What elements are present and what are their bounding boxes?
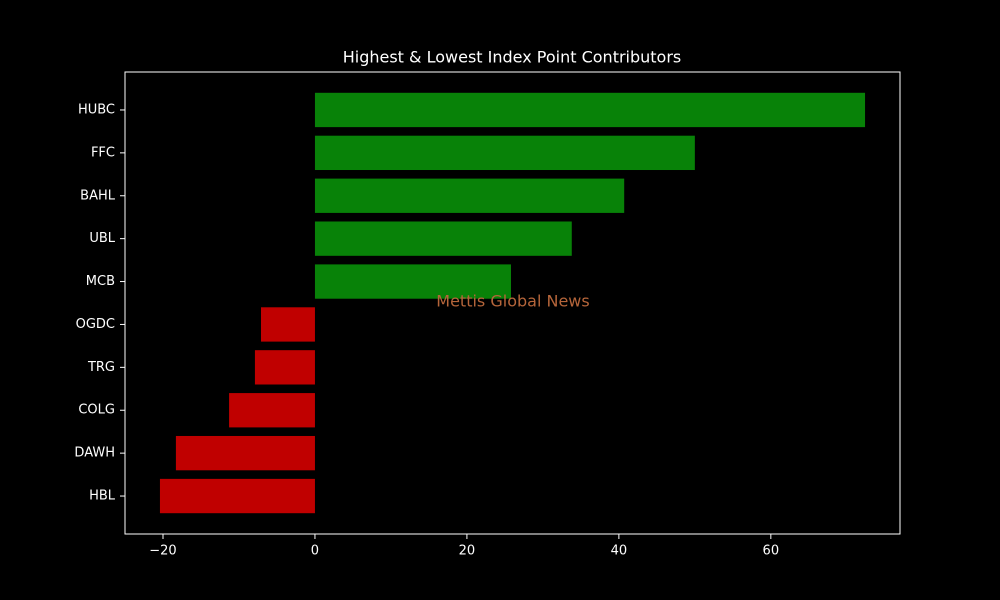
y-tick-label: TRG	[87, 360, 115, 375]
x-tick-label: 40	[611, 544, 628, 559]
y-tick-label: COLG	[78, 403, 115, 418]
bar	[314, 92, 866, 128]
plot-frame	[124, 71, 901, 535]
y-tick-label: UBL	[89, 231, 115, 246]
bar	[314, 178, 625, 213]
x-tick-label: 0	[311, 544, 319, 559]
watermark: Mettis Global News	[436, 292, 589, 311]
y-tick-label: HBL	[89, 489, 116, 504]
bar	[314, 264, 511, 299]
x-tick-label: 60	[763, 544, 780, 559]
y-tick-label: MCB	[86, 274, 115, 289]
y-tick-label: OGDC	[76, 317, 115, 332]
bar	[175, 435, 315, 471]
bar	[314, 221, 572, 256]
bar	[314, 135, 695, 171]
y-tick-label: FFC	[91, 145, 115, 160]
x-tick-label: −20	[149, 544, 176, 559]
bar	[254, 350, 315, 385]
y-tick-label: HUBC	[78, 102, 115, 117]
chart-title: Highest & Lowest Index Point Contributor…	[343, 48, 682, 67]
bar	[229, 393, 315, 428]
y-tick-label: BAHL	[80, 188, 116, 203]
y-tick-label: DAWH	[74, 446, 115, 461]
bar	[159, 478, 315, 514]
bar	[261, 307, 315, 342]
x-tick-label: 20	[459, 544, 476, 559]
